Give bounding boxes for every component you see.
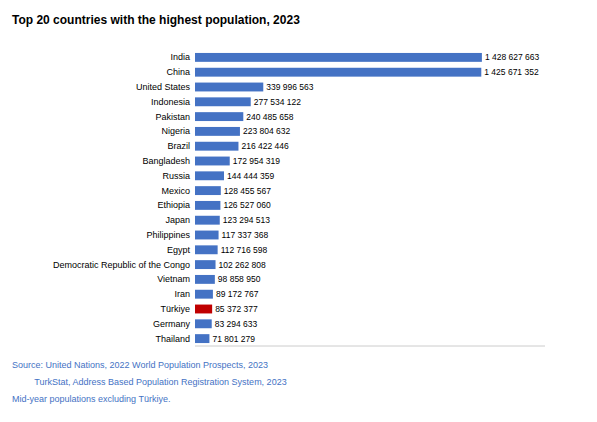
- tick-label: Nigeria: [161, 126, 190, 136]
- source-notes: Source: United Nations, 2022 World Popul…: [12, 360, 287, 404]
- bars: [195, 53, 482, 343]
- data-label: 98 858 950: [218, 274, 261, 284]
- bar: [195, 290, 213, 299]
- data-label: 71 801 279: [212, 334, 255, 344]
- bar: [195, 83, 263, 92]
- bar: [195, 231, 219, 240]
- tick-label: India: [170, 52, 190, 62]
- data-labels: 71 801 279 83 294 633 85 372 377 89 172 767…: [212, 52, 539, 343]
- tick-label: Mexico: [161, 186, 190, 196]
- tick-label: Brazil: [167, 141, 190, 151]
- tick-label: Indonesia: [151, 97, 190, 107]
- bar: [195, 171, 224, 180]
- data-label: 112 716 598: [221, 245, 268, 255]
- bar: [195, 97, 251, 106]
- bar: [195, 334, 209, 343]
- data-label: 223 804 632: [243, 126, 291, 136]
- data-label: 172 954 319: [233, 156, 281, 166]
- bar: [195, 319, 212, 328]
- tick-label: Pakistan: [155, 112, 190, 122]
- data-label: 277 534 122: [254, 97, 302, 107]
- page: {"chart_data": { "type": "bar", "orienta…: [0, 0, 597, 422]
- data-label: 128 455 567: [224, 186, 272, 196]
- bar: [195, 142, 238, 151]
- tick-label: Ethiopia: [157, 200, 190, 210]
- annotation: TurkStat, Address Based Population Regis…: [12, 377, 287, 387]
- data-label: 102 262 808: [219, 260, 267, 270]
- bar: [195, 245, 218, 254]
- data-label: 240 485 658: [246, 112, 294, 122]
- data-label: 144 444 359: [227, 171, 275, 181]
- bar: [195, 186, 221, 195]
- data-label: 339 996 563: [266, 82, 314, 92]
- bar: [195, 53, 482, 62]
- tick-label: United States: [136, 82, 191, 92]
- tick-label: Russia: [162, 171, 190, 181]
- bar: [195, 68, 481, 77]
- bar: [195, 305, 212, 314]
- tick-label: Türkiye: [160, 304, 190, 314]
- tick-label: Philippines: [146, 230, 190, 240]
- tick-label: Bangladesh: [142, 156, 190, 166]
- tick-label: Germany: [153, 319, 191, 329]
- bar: [195, 275, 215, 284]
- tick-label: Egypt: [167, 245, 191, 255]
- bar: [195, 260, 216, 269]
- annotation: Mid-year populations excluding Türkiye.: [12, 394, 170, 404]
- bar: [195, 127, 240, 136]
- bar: [195, 112, 243, 121]
- axis-line: [195, 346, 545, 347]
- bar: [195, 157, 230, 166]
- title: Top 20 countries with the highest popula…: [12, 13, 300, 27]
- tick-label: China: [166, 67, 190, 77]
- bar: [195, 201, 220, 210]
- data-label: 83 294 633: [215, 319, 258, 329]
- tick-label: Vietnam: [157, 274, 190, 284]
- chart: Top 20 countries with the highest popula…: [0, 0, 597, 422]
- annotation: Source: United Nations, 2022 World Popul…: [12, 360, 268, 370]
- data-label: 216 422 446: [241, 141, 289, 151]
- tick-label: Democratic Republic of the Congo: [53, 260, 190, 270]
- bar: [195, 216, 220, 225]
- data-label: 1 425 671 352: [484, 67, 539, 77]
- tick-label: Thailand: [155, 334, 190, 344]
- tick-label: Iran: [174, 289, 190, 299]
- tick-label: Japan: [165, 215, 190, 225]
- data-label: 85 372 377: [215, 304, 258, 314]
- data-label: 117 337 368: [222, 230, 269, 240]
- data-label: 89 172 767: [216, 289, 259, 299]
- data-label: 1 428 627 663: [485, 52, 540, 62]
- data-label: 126 527 060: [223, 200, 271, 210]
- y-tick-labels: Thailand Germany Türkiye Iran Vietnam Democra…: [53, 52, 191, 343]
- data-label: 123 294 513: [223, 215, 271, 225]
